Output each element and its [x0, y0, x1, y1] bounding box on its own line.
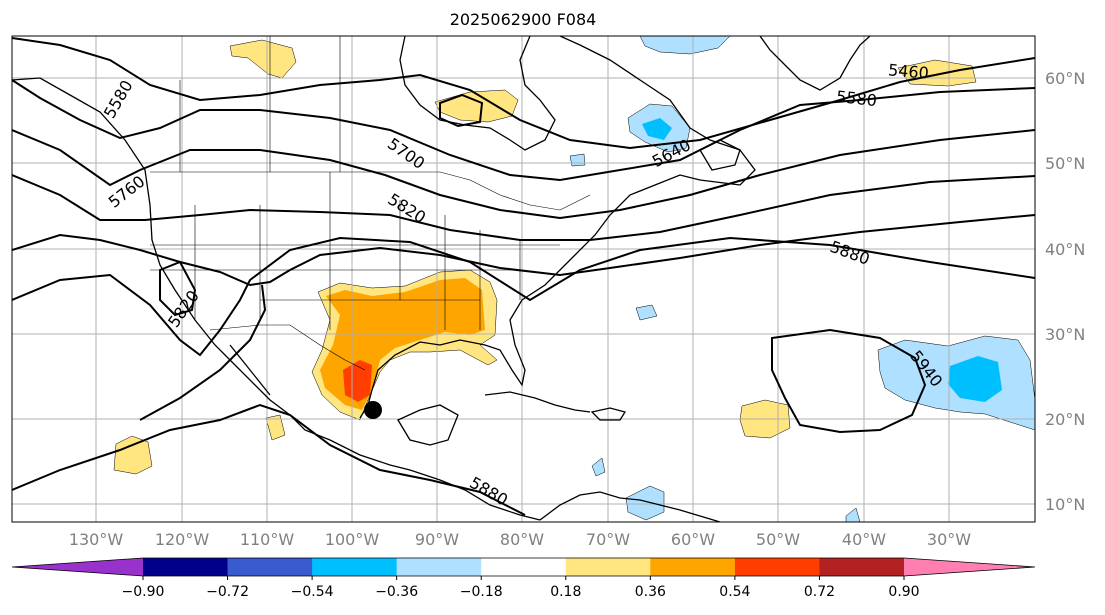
field-yellow-pacific-2	[265, 414, 286, 441]
field-blue-labrador	[642, 118, 672, 140]
lon-label: 40°W	[842, 530, 886, 549]
lon-label: 120°W	[155, 530, 210, 549]
colorbar-segment	[227, 558, 313, 576]
colorbar-segment	[819, 558, 905, 576]
colorbar-tick-label: −0.54	[291, 584, 334, 600]
coast-hudson-bay	[399, 36, 556, 151]
field-blue-small-1	[569, 153, 586, 167]
lat-label: 50°N	[1045, 154, 1085, 173]
map-frame	[11, 35, 1036, 523]
colorbar-extend-max	[904, 558, 1035, 576]
shaded-anomaly-fields	[113, 36, 1035, 522]
lon-label: 110°W	[240, 530, 295, 549]
lat-label: 30°N	[1045, 325, 1085, 344]
colorbar: −0.90 −0.72 −0.54 −0.36 −0.18 0.18 0.36 0.54 0.7…	[11, 557, 1036, 600]
lon-label: 130°W	[69, 530, 124, 549]
colorbar-tick-label: 0.36	[635, 584, 666, 600]
colorbar-tick-label: 0.90	[888, 584, 919, 600]
lon-label: 70°W	[586, 530, 630, 549]
lon-label: 60°W	[671, 530, 715, 549]
lat-label: 10°N	[1045, 495, 1085, 514]
field-yellow-pacific-1	[113, 435, 153, 475]
lon-label: 80°W	[500, 530, 544, 549]
coastlines	[12, 36, 871, 522]
field-blue-atlantic	[948, 356, 1002, 402]
lon-label: 90°W	[415, 530, 459, 549]
height-contours	[12, 37, 1035, 516]
colorbar-tick-label: −0.36	[375, 584, 418, 600]
colorbar-tick-label: −0.18	[460, 584, 503, 600]
colorbar-extend-min	[12, 558, 143, 576]
colorbar-tick-label: 0.72	[804, 584, 835, 600]
field-blue-caribbean	[625, 485, 665, 521]
lon-label: 100°W	[325, 530, 380, 549]
coast-hispaniola	[590, 407, 627, 421]
contour-label: 5460	[887, 60, 929, 82]
colorbar-segment	[565, 558, 651, 576]
colorbar-tick-label: −0.90	[122, 584, 165, 600]
coast-south-america	[539, 491, 721, 522]
colorbar-tick-label: −0.72	[206, 584, 249, 600]
coast-cuba	[484, 391, 591, 413]
colorbar-segment	[734, 558, 820, 576]
map-area: 5460 5580 5580 5640 5700 5760 5820 5820 …	[12, 36, 1035, 522]
field-blue-small-3	[591, 457, 606, 477]
field-blue-north	[639, 36, 731, 55]
colorbar-tick-label: 0.54	[719, 584, 750, 600]
lat-label: 60°N	[1045, 69, 1085, 88]
lat-label: 40°N	[1045, 240, 1085, 259]
field-blue-small-2	[635, 304, 658, 321]
coast-north-america	[12, 36, 756, 521]
lat-label: 20°N	[1045, 410, 1085, 429]
map-title: 2025062900 F084	[450, 10, 597, 29]
colorbar-segment	[396, 558, 482, 576]
coast-greenland	[759, 36, 871, 91]
colorbar-segment	[143, 558, 229, 576]
colorbar-segment	[481, 558, 567, 576]
field-red-mexico	[343, 360, 372, 402]
lon-label: 50°W	[756, 530, 800, 549]
colorbar-segment	[312, 558, 398, 576]
graticule	[12, 36, 1035, 522]
storm-center-marker	[364, 401, 382, 419]
contour-label: 5580	[835, 87, 877, 110]
colorbar-segment	[650, 558, 736, 576]
field-blue-small-4	[845, 507, 861, 522]
longitude-labels: 130°W 120°W 110°W 100°W 90°W 80°W 70°W 6…	[69, 530, 971, 549]
lon-label: 30°W	[927, 530, 971, 549]
latitude-labels: 60°N 50°N 40°N 30°N 20°N 10°N	[1045, 69, 1085, 514]
colorbar-tick-label: 0.18	[550, 584, 581, 600]
